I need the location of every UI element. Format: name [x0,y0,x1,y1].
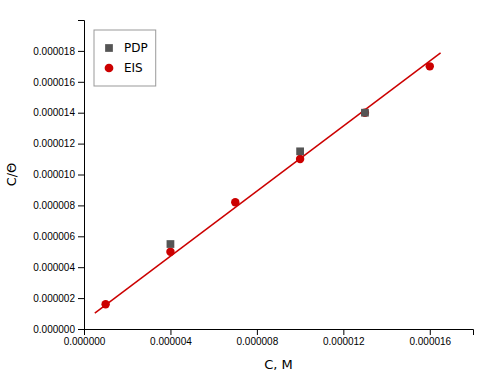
x-tick-mark [343,329,344,335]
legend-label: PDP [124,41,148,55]
y-tick: 0.000014 [33,107,84,118]
legend-swatch [105,64,114,73]
x-axis-line [85,330,474,336]
y-tick: 0.000000 [33,324,84,335]
y-tick: 0.000002 [33,293,84,304]
y-tick-label: 0.000012 [33,138,75,149]
y-tick-label: 0.000018 [33,46,75,57]
chart: 0.000000 0.000004 0.000008 0.000012 0.000016… [0,0,497,381]
y-tick-mark [78,175,84,176]
point [361,108,369,116]
point [426,62,434,70]
series-points [167,109,369,248]
point [296,155,304,163]
x-tick-label: 0.000008 [237,336,279,347]
y-axis-line [78,21,85,330]
x-tick-label: 0.000000 [64,336,106,347]
y-tick-mark [78,205,84,206]
x-tick-mark [257,329,258,335]
y-tick: 0.000012 [33,138,84,149]
x-tick-label: 0.000016 [409,336,451,347]
point [101,300,109,308]
y-tick: 0.000016 [33,77,84,88]
point [361,109,369,117]
x-tick: 0.000004 [150,329,192,347]
y-tick: 0.000006 [33,231,84,242]
y-tick-mark [78,298,84,299]
x-tick: 0.000016 [409,329,451,347]
x-axis: 0.000000 0.000004 0.000008 0.000012 0.000016 [64,329,474,347]
y-tick: 0.000018 [33,46,84,57]
x-tick: 0.000012 [323,329,365,347]
x-axis-title: C, M [264,357,293,372]
y-axis: 0.000000 0.000002 0.000004 0.000006 0.000008… [33,21,84,335]
x-tick-label: 0.000004 [150,336,192,347]
legend-swatch [105,44,113,52]
y-tick-mark [78,144,84,145]
y-tick: 0.000008 [33,200,84,211]
plot: 0.000000 0.000004 0.000008 0.000012 0.000016… [33,21,473,348]
series-points [101,62,434,308]
y-tick: 0.000004 [33,262,84,273]
legend-box [94,30,156,86]
point [167,240,175,248]
legend: PDP EIS [94,30,156,86]
y-tick-label: 0.000000 [33,324,75,335]
y-axis-title: C/Θ [4,163,19,187]
point [231,198,239,206]
marks [95,53,441,313]
y-tick-label: 0.000002 [33,293,75,304]
y-tick-mark [78,236,84,237]
y-tick-mark [78,82,84,83]
fit-line [95,53,441,313]
point [166,248,174,256]
y-tick-mark [78,51,84,52]
point [296,147,304,155]
x-tick: 0.000008 [237,329,279,347]
y-tick: 0.000010 [33,169,84,180]
x-tick-label: 0.000012 [323,336,365,347]
y-tick-label: 0.000016 [33,77,75,88]
x-tick-mark [430,329,431,335]
y-tick-label: 0.000010 [33,169,75,180]
y-tick-label: 0.000014 [33,107,75,118]
y-tick-mark [78,267,84,268]
y-tick-label: 0.000008 [33,200,75,211]
y-tick-label: 0.000004 [33,262,75,273]
legend-label: EIS [124,61,143,75]
y-tick-mark [78,329,84,330]
y-tick-mark [78,113,84,114]
y-tick-label: 0.000006 [33,231,75,242]
x-tick-mark [170,329,171,335]
